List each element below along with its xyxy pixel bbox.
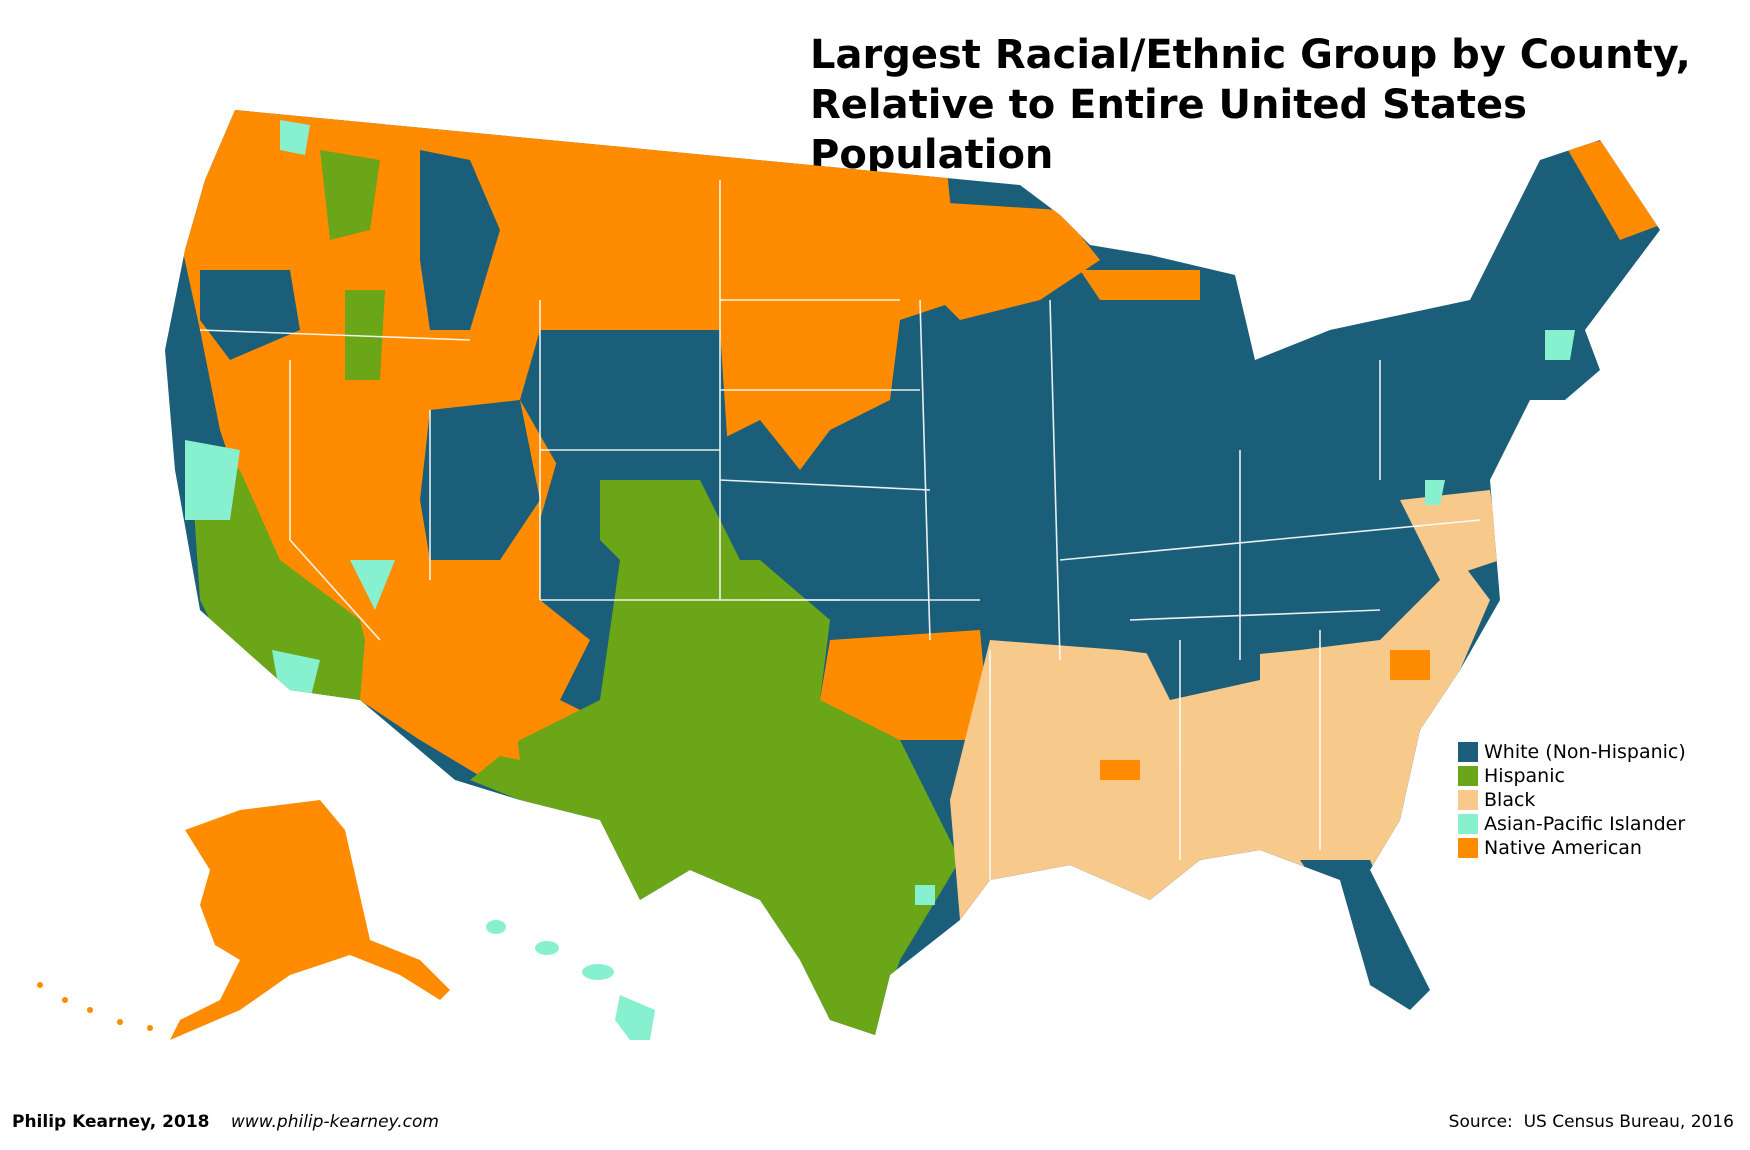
region-native-arizona (360, 580, 520, 760)
region-white-appalachia (1140, 620, 1260, 700)
footer-credit: Philip Kearney, 2018 www.philip-kearney.… (12, 1112, 439, 1132)
region-hispanic-washington (320, 150, 380, 240)
region-native-carolina (1390, 650, 1430, 680)
region-hispanic-texas (470, 560, 960, 1035)
legend-item: White (Non-Hispanic) (1458, 740, 1686, 764)
author-credit: Philip Kearney, 2018 (12, 1112, 210, 1132)
region-white-florida (1300, 860, 1400, 950)
source-credit: Source: US Census Bureau, 2016 (1448, 1112, 1734, 1132)
region-hispanic-colorado (600, 480, 740, 580)
region-white-idaho-montana (420, 150, 500, 330)
hawaii-oahu (535, 941, 559, 955)
state-borders (199, 180, 1481, 880)
region-asian-nevada (350, 560, 395, 610)
hawaii (486, 920, 655, 1040)
map-title: Largest Racial/Ethnic Group by County, R… (810, 30, 1750, 180)
legend-swatch-asian-pacific-islander (1458, 814, 1478, 834)
region-white-oregon (200, 270, 300, 360)
legend-swatch-white (1458, 742, 1478, 762)
website-link[interactable]: www.philip-kearney.com (230, 1112, 439, 1132)
legend-swatch-native-american (1458, 838, 1478, 858)
region-white-utah (420, 400, 540, 560)
region-native-oklahoma (820, 630, 990, 740)
alaska-mainland (170, 800, 450, 1040)
region-asian-northeast (1545, 330, 1575, 360)
legend-swatch-black (1458, 790, 1478, 810)
map-title-line-1: Largest Racial/Ethnic Group by County, (810, 32, 1691, 78)
region-native-great-lakes (900, 200, 1100, 320)
contiguous-us (165, 110, 1660, 1035)
legend-label-black: Black (1484, 789, 1536, 811)
region-black-alabama-orange (1100, 760, 1140, 780)
legend-item: Asian-Pacific Islander (1458, 812, 1686, 836)
region-black-virginia (1400, 490, 1500, 580)
legend-label-hispanic: Hispanic (1484, 765, 1565, 787)
region-asian-washington (280, 120, 310, 155)
map-title-line-2: Relative to Entire United States Populat… (810, 82, 1527, 178)
region-black-south (950, 560, 1490, 920)
region-native-maine (1565, 140, 1660, 240)
legend-item: Hispanic (1458, 764, 1686, 788)
region-asian-houston (915, 885, 935, 905)
legend-swatch-hispanic (1458, 766, 1478, 786)
region-hispanic-nevada-idaho (345, 290, 385, 380)
legend-label-white: White (Non-Hispanic) (1484, 741, 1686, 763)
region-native-upper-michigan (1080, 270, 1200, 300)
hawaii-big-island (615, 995, 655, 1040)
legend-label-asian-pacific-islander: Asian-Pacific Islander (1484, 813, 1686, 835)
legend: White (Non-Hispanic) Hispanic Black Asia… (1458, 740, 1686, 860)
hawaii-maui (582, 964, 614, 980)
region-asian-bay-area (185, 440, 240, 520)
region-asian-dc (1425, 480, 1445, 505)
legend-item: Native American (1458, 836, 1686, 860)
alaska (37, 800, 450, 1040)
legend-label-native-american: Native American (1484, 837, 1642, 859)
hawaii-kauai (486, 920, 506, 934)
legend-item: Black (1458, 788, 1686, 812)
